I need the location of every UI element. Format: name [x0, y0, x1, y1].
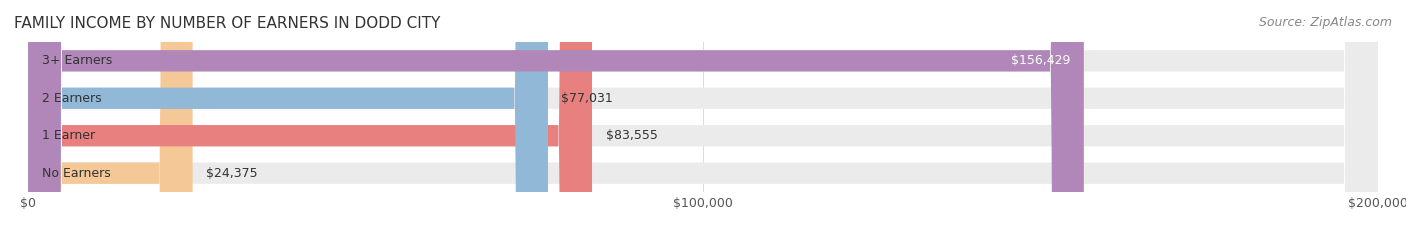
Text: 1 Earner: 1 Earner	[42, 129, 94, 142]
FancyBboxPatch shape	[28, 0, 1378, 234]
FancyBboxPatch shape	[28, 0, 1378, 234]
Text: $24,375: $24,375	[207, 167, 257, 180]
Text: Source: ZipAtlas.com: Source: ZipAtlas.com	[1258, 16, 1392, 29]
FancyBboxPatch shape	[28, 0, 592, 234]
FancyBboxPatch shape	[28, 0, 1378, 234]
Text: FAMILY INCOME BY NUMBER OF EARNERS IN DODD CITY: FAMILY INCOME BY NUMBER OF EARNERS IN DO…	[14, 16, 440, 31]
FancyBboxPatch shape	[28, 0, 1084, 234]
Text: No Earners: No Earners	[42, 167, 110, 180]
Text: $77,031: $77,031	[561, 92, 613, 105]
Text: 2 Earners: 2 Earners	[42, 92, 101, 105]
FancyBboxPatch shape	[28, 0, 1378, 234]
Text: $83,555: $83,555	[606, 129, 658, 142]
Text: 3+ Earners: 3+ Earners	[42, 54, 112, 67]
FancyBboxPatch shape	[28, 0, 548, 234]
Text: $156,429: $156,429	[1011, 54, 1070, 67]
FancyBboxPatch shape	[28, 0, 193, 234]
